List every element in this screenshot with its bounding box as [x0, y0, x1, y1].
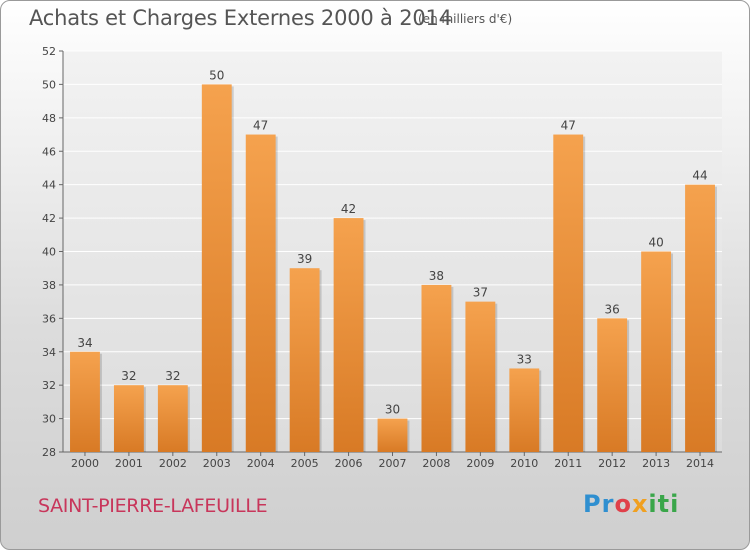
bar: [465, 301, 496, 452]
bar-value-label: 47: [253, 119, 268, 133]
y-tick-label: 36: [42, 312, 56, 325]
bar-value-label: 47: [561, 119, 576, 133]
bar-value-label: 40: [648, 236, 663, 250]
x-tick-label: 2009: [466, 457, 494, 470]
bar: [641, 251, 672, 452]
x-tick-label: 2014: [686, 457, 714, 470]
x-tick-label: 2006: [335, 457, 363, 470]
x-tick-label: 2002: [159, 457, 187, 470]
x-tick-label: 2008: [422, 457, 450, 470]
bar: [597, 318, 628, 452]
bar: [553, 134, 584, 452]
x-tick-label: 2003: [203, 457, 231, 470]
x-tick-label: 2004: [247, 457, 275, 470]
y-tick-label: 38: [42, 279, 56, 292]
bar-value-label: 50: [209, 68, 224, 82]
bar: [685, 184, 715, 452]
bar: [70, 351, 100, 452]
bar-value-label: 39: [297, 252, 312, 266]
bar-value-label: 36: [605, 302, 620, 316]
y-tick-label: 48: [42, 112, 56, 125]
proxiti-logo: Proxiti: [583, 490, 680, 518]
y-tick-label: 34: [42, 346, 56, 359]
x-tick-label: 2000: [71, 457, 99, 470]
place-name: SAINT-PIERRE-LAFEUILLE: [38, 495, 268, 517]
bar: [333, 218, 364, 452]
x-tick-label: 2007: [379, 457, 407, 470]
bar-value-label: 32: [121, 369, 136, 383]
bar-value-label: 34: [77, 336, 92, 350]
x-tick-label: 2005: [291, 457, 319, 470]
bar: [377, 418, 408, 452]
bar: [421, 284, 452, 452]
x-tick-label: 2013: [642, 457, 670, 470]
bar-value-label: 37: [473, 286, 488, 300]
y-tick-label: 50: [42, 78, 56, 91]
y-tick-label: 42: [42, 212, 56, 225]
y-tick-label: 30: [42, 413, 56, 426]
y-tick-label: 44: [42, 179, 56, 192]
chart-subtitle: (en milliers d'€): [418, 12, 513, 26]
bar: [509, 368, 540, 452]
bar-value-label: 38: [429, 269, 444, 283]
x-tick-label: 2012: [598, 457, 626, 470]
y-tick-label: 28: [42, 446, 56, 459]
bar: [157, 385, 188, 452]
bar-value-label: 33: [517, 352, 532, 366]
bar-value-label: 42: [341, 202, 356, 216]
bar: [201, 84, 232, 453]
bar-value-label: 32: [165, 369, 180, 383]
x-tick-label: 2001: [115, 457, 143, 470]
bar-value-label: 30: [385, 403, 400, 417]
x-tick-label: 2010: [510, 457, 538, 470]
bar: [113, 385, 144, 452]
y-tick-label: 40: [42, 246, 56, 259]
bar: [289, 268, 320, 452]
x-tick-label: 2011: [554, 457, 582, 470]
y-tick-label: 52: [42, 45, 56, 58]
chart-title: Achats et Charges Externes 2000 à 2014: [29, 6, 452, 30]
y-tick-label: 32: [42, 379, 56, 392]
bar-value-label: 44: [692, 169, 707, 183]
bar: [245, 134, 276, 452]
y-tick-label: 46: [42, 145, 56, 158]
